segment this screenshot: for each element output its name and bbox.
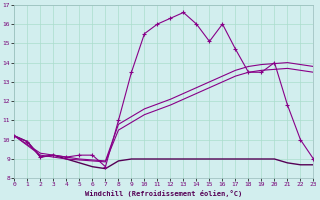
X-axis label: Windchill (Refroidissement éolien,°C): Windchill (Refroidissement éolien,°C)	[85, 190, 243, 197]
